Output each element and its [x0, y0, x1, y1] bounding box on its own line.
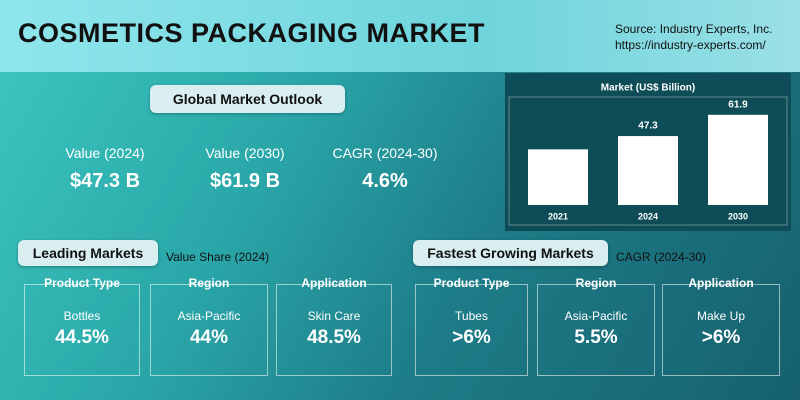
- card-item: Bottles: [63, 309, 101, 323]
- card-item: Asia-Pacific: [177, 309, 241, 323]
- chart-frame: [508, 96, 788, 226]
- card-heading: Application: [301, 276, 367, 290]
- market-card: Region Asia-Pacific 44%: [150, 276, 268, 376]
- page-title: COSMETICS PACKAGING MARKET: [18, 18, 486, 48]
- x-tick-label: 2024: [638, 211, 658, 221]
- x-tick-label: 2030: [728, 211, 748, 221]
- card-item: Skin Care: [307, 309, 361, 323]
- market-card: Product Type Tubes >6%: [415, 276, 528, 376]
- header-band: [0, 0, 800, 72]
- card-heading: Product Type: [44, 276, 120, 290]
- section-title: Fastest Growing Markets: [413, 240, 608, 266]
- data-label: 47.3: [638, 121, 658, 132]
- chart: Market (US$ Billion) 2021 2024 47.3 2030 61.…: [508, 83, 788, 226]
- stat-label: Value (2030): [205, 145, 285, 161]
- source: Source: Industry Experts, Inc.: [615, 22, 773, 36]
- card-item: Asia-Pacific: [564, 309, 628, 323]
- section-title: Global Market Outlook: [150, 85, 345, 113]
- card-heading: Product Type: [433, 276, 510, 290]
- source-url: https://industry-experts.com/: [615, 38, 766, 52]
- bar: [528, 149, 588, 205]
- section-subtitle: CAGR (2024-30): [616, 250, 707, 264]
- card-value: >6%: [701, 327, 741, 348]
- market-card: Region Asia-Pacific 5.5%: [537, 276, 655, 376]
- bar: [708, 114, 768, 205]
- chart-panel: Market (US$ Billion) 2021 2024 47.3 2030 61.…: [505, 73, 791, 231]
- card-value: 44.5%: [55, 327, 109, 348]
- section-subtitle: Value Share (2024): [166, 250, 270, 264]
- data-label: 61.9: [728, 99, 748, 110]
- market-card: Application Skin Care 48.5%: [276, 276, 392, 376]
- card-value: 5.5%: [574, 327, 618, 348]
- bar: [618, 136, 678, 205]
- stat-value: 4.6%: [362, 170, 408, 192]
- section-title: Leading Markets: [18, 240, 158, 266]
- card-value: >6%: [452, 327, 491, 348]
- market-card: Application Make Up >6%: [662, 276, 780, 376]
- card-item: Tubes: [455, 309, 488, 323]
- chart-title: Market (US$ Billion): [601, 83, 695, 94]
- stat-label: Value (2024): [65, 145, 145, 161]
- stat-value: $47.3 B: [69, 170, 141, 192]
- card-heading: Region: [188, 276, 230, 290]
- card-value: 48.5%: [307, 327, 361, 348]
- card-item: Make Up: [696, 309, 746, 323]
- stat-label: CAGR (2024-30): [332, 145, 438, 161]
- x-tick-label: 2021: [548, 211, 568, 221]
- card-heading: Region: [575, 276, 617, 290]
- card-value: 44%: [189, 327, 229, 348]
- stat-value: $61.9 B: [209, 170, 281, 192]
- card-heading: Application: [688, 276, 754, 290]
- market-card: Product Type Bottles 44.5%: [24, 276, 140, 376]
